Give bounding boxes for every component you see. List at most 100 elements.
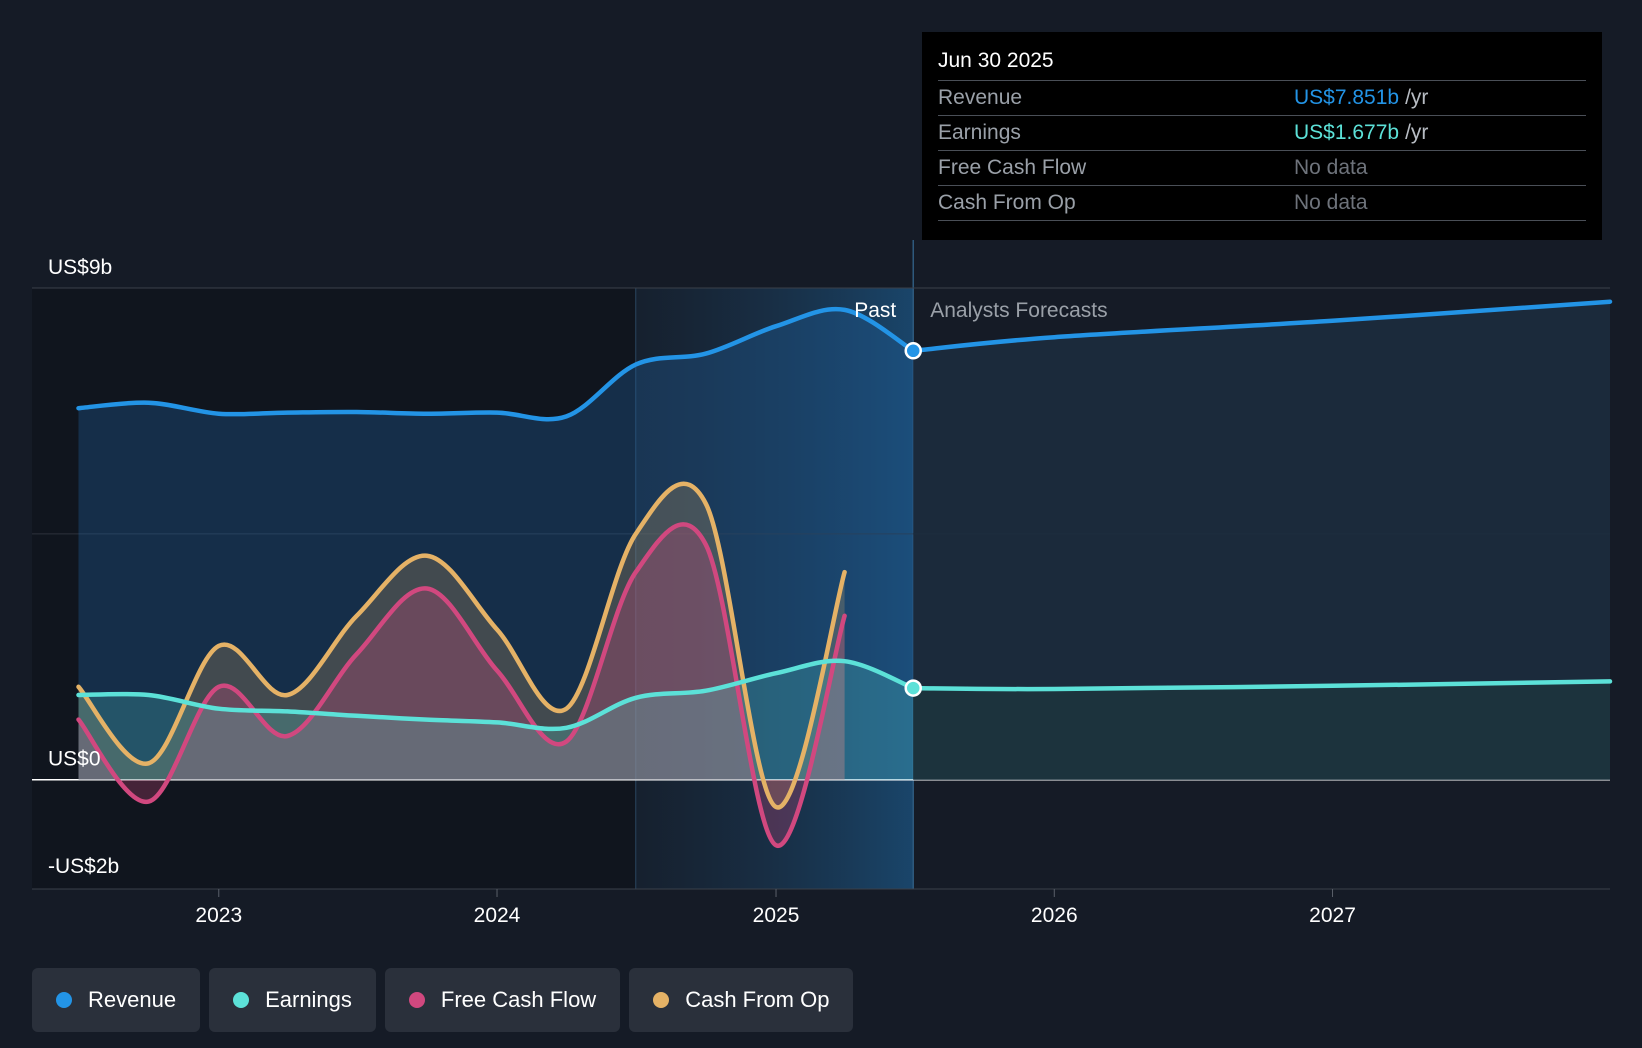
- free-cash-flow-point: [704, 543, 708, 547]
- tooltip-label: Revenue: [938, 86, 1023, 109]
- tooltip-unit: /yr: [1405, 86, 1429, 109]
- tooltip-value: No data: [1294, 156, 1368, 179]
- legend-item-revenue[interactable]: Revenue: [32, 968, 201, 1032]
- y-axis-label: US$9b: [48, 256, 112, 279]
- earnings-point: [425, 718, 429, 722]
- cash-from-op-point: [843, 570, 847, 574]
- free-cash-flow-point: [774, 843, 778, 847]
- free-cash-flow-line: [76, 522, 847, 848]
- cash-from-op-point: [774, 805, 778, 809]
- tooltip-row-free-cash-flow: Free Cash Flow No data: [938, 150, 1586, 185]
- cash-from-op-point: [634, 532, 638, 536]
- free-cash-flow-point: [634, 570, 638, 574]
- earnings-line: [76, 658, 916, 732]
- earnings-point: [355, 714, 359, 718]
- tooltip-row-cash-from-op: Cash From Op No data: [938, 185, 1586, 221]
- revenue-point: [774, 324, 778, 328]
- legend-label: Cash From Op: [685, 987, 830, 1012]
- revenue-point: [425, 412, 429, 416]
- free-cash-flow-point: [843, 614, 847, 618]
- earnings-point: [843, 659, 847, 663]
- tooltip-unit: /yr: [1405, 121, 1429, 144]
- tooltip-row-earnings: Earnings US$1.677b /yr: [938, 115, 1586, 150]
- earnings-point: [634, 696, 638, 700]
- x-axis-label: 2024: [474, 904, 521, 927]
- tooltip-date: Jun 30 2025: [938, 49, 1054, 72]
- earnings-point: [147, 693, 151, 697]
- y-axis-label: -US$2b: [48, 855, 119, 878]
- tooltip-label: Earnings: [938, 121, 1021, 144]
- x-axis-label: 2026: [1031, 904, 1078, 927]
- forecast-label: Analysts Forecasts: [930, 299, 1107, 322]
- earnings-point: [495, 720, 499, 724]
- revenue-point: [217, 412, 221, 416]
- free-cash-flow-point: [217, 685, 221, 689]
- earnings-highlight-marker: [904, 679, 922, 697]
- legend-item-cash-from-op[interactable]: Cash From Op: [629, 968, 854, 1032]
- free-cash-flow-dot-icon: [408, 992, 425, 1008]
- earnings-point: [285, 709, 289, 713]
- revenue-forecast-area: [913, 301, 1610, 780]
- free-cash-flow-point: [425, 587, 429, 591]
- free-cash-flow-point: [77, 718, 81, 722]
- earnings-forecast-area: [913, 681, 1610, 780]
- revenue-point: [843, 308, 847, 312]
- revenue-line: [76, 306, 916, 422]
- earnings-point: [774, 671, 778, 675]
- free-cash-flow-point: [495, 668, 499, 672]
- revenue-point: [77, 406, 81, 410]
- hover-tooltip: Jun 30 2025 Revenue US$7.851b /yr Earnin…: [922, 32, 1602, 240]
- free-cash-flow-area: [78, 524, 845, 846]
- tooltip-value: US$7.851b: [1294, 86, 1400, 109]
- earnings-area: [78, 660, 914, 780]
- revenue-area: [78, 309, 914, 780]
- legend-label: Free Cash Flow: [440, 987, 597, 1012]
- free-cash-flow-point: [355, 652, 359, 656]
- x-axis-label: 2023: [195, 904, 242, 927]
- free-cash-flow-point: [147, 800, 151, 804]
- revenue-forecast-line: [910, 299, 1613, 354]
- revenue-point: [634, 362, 638, 366]
- x-axis-label: 2027: [1309, 904, 1356, 927]
- cash-from-op-point: [77, 685, 81, 689]
- earnings-point: [77, 693, 81, 697]
- past-label: Past: [854, 299, 896, 322]
- tooltip-value: No data: [1294, 191, 1368, 214]
- cash-from-op-line: [76, 481, 847, 810]
- tooltip-label: Free Cash Flow: [938, 156, 1087, 179]
- y-axis-label: US$0: [48, 748, 101, 771]
- revenue-point: [495, 411, 499, 415]
- free-cash-flow-point: [285, 734, 289, 738]
- revenue-point: [355, 410, 359, 414]
- legend-label: Earnings: [265, 987, 352, 1012]
- earnings-forecast-line: [910, 679, 1613, 692]
- cash-from-op-point: [425, 554, 429, 558]
- legend-label: Revenue: [88, 987, 177, 1012]
- legend-item-free-cash-flow[interactable]: Free Cash Flow: [384, 968, 621, 1032]
- cash-from-op-point: [285, 693, 289, 697]
- cash-from-op-point: [564, 707, 568, 711]
- chart-legend: Revenue Earnings Free Cash Flow Cash Fro…: [32, 968, 854, 1032]
- tooltip-row-revenue: Revenue US$7.851b /yr: [938, 80, 1586, 115]
- cash-from-op-point: [704, 502, 708, 506]
- legend-item-earnings[interactable]: Earnings: [209, 968, 376, 1032]
- revenue-dot-icon: [56, 992, 72, 1008]
- earnings-point: [217, 707, 221, 711]
- tooltip-label: Cash From Op: [938, 191, 1076, 214]
- x-axis-label: 2025: [753, 904, 800, 927]
- free-cash-flow-point: [564, 739, 568, 743]
- cash-from-op-point: [495, 627, 499, 631]
- revenue-point: [564, 414, 568, 418]
- cash-from-op-dot-icon: [653, 992, 670, 1008]
- past-year-band: [635, 288, 914, 889]
- revenue-point: [147, 401, 151, 405]
- revenue-point: [285, 411, 289, 415]
- history-band: [32, 288, 636, 889]
- revenue-point: [704, 352, 708, 356]
- earnings-point: [564, 726, 568, 730]
- cash-from-op-point: [355, 614, 359, 618]
- earnings-dot-icon: [233, 992, 250, 1008]
- earnings-point: [704, 689, 708, 693]
- revenue-highlight-marker: [904, 342, 922, 360]
